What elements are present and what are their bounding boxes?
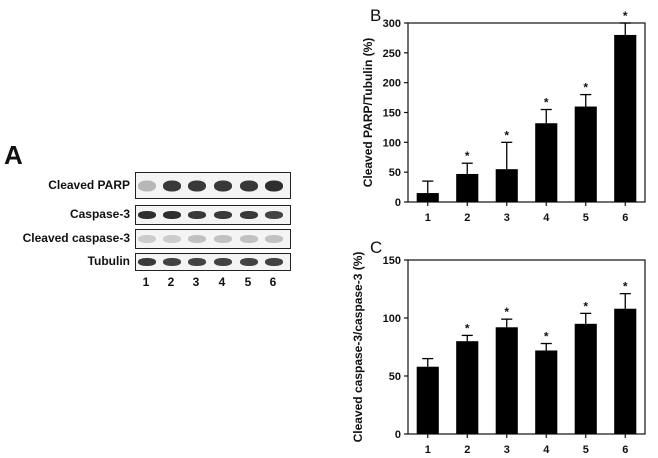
blot-band xyxy=(214,258,232,266)
y-tick-label: 150 xyxy=(383,108,401,120)
blot-band xyxy=(138,235,156,243)
y-tick-label: 300 xyxy=(383,18,401,30)
blot-band xyxy=(265,211,283,219)
significance-marker: * xyxy=(623,280,628,294)
x-tick-label: 5 xyxy=(583,212,589,224)
blot-band xyxy=(265,235,283,243)
bar xyxy=(535,350,558,434)
y-tick-label: 150 xyxy=(383,255,401,267)
blot-band xyxy=(265,258,283,266)
x-tick-label: 4 xyxy=(543,212,550,224)
significance-marker: * xyxy=(544,96,549,110)
bar xyxy=(614,34,637,202)
blot-band xyxy=(240,235,258,243)
blot-band xyxy=(163,180,181,191)
blot-band xyxy=(188,211,206,219)
x-tick-label: 1 xyxy=(425,444,431,456)
blot-band xyxy=(214,180,232,191)
bar xyxy=(456,173,479,202)
blot-band xyxy=(188,258,206,266)
plot-frame xyxy=(407,259,646,435)
blot-band xyxy=(163,211,181,219)
x-tick-label: 6 xyxy=(622,444,628,456)
blot-band xyxy=(188,180,206,191)
y-tick-label: 250 xyxy=(383,48,401,60)
panel-c-letter: C xyxy=(370,238,383,257)
blot-lane-label: 4 xyxy=(218,275,226,289)
y-tick-label: 0 xyxy=(395,197,401,209)
bar xyxy=(456,341,479,434)
x-tick-label: 3 xyxy=(504,212,510,224)
blot-band xyxy=(240,180,258,191)
y-tick-label: 200 xyxy=(383,78,401,90)
significance-marker: * xyxy=(583,81,588,95)
blot-lane-label: 5 xyxy=(244,275,252,289)
blot-row-label: Cleaved PARP xyxy=(48,177,130,192)
blot-band xyxy=(265,180,283,191)
significance-marker: * xyxy=(465,321,470,335)
significance-marker: * xyxy=(504,128,509,142)
blot-row-label: Cleaved caspase-3 xyxy=(22,231,130,245)
x-tick-label: 1 xyxy=(425,212,431,224)
bar xyxy=(574,106,597,202)
y-tick-label: 0 xyxy=(395,429,401,441)
bar xyxy=(574,323,597,434)
y-tick-label: 100 xyxy=(383,137,401,149)
blot-band xyxy=(188,235,206,243)
x-tick-label: 5 xyxy=(583,444,589,456)
significance-marker: * xyxy=(465,149,470,163)
blot-strip xyxy=(135,253,291,271)
y-tick-label: 50 xyxy=(389,371,401,383)
blot-lane-label: 1 xyxy=(142,275,150,289)
blot-band xyxy=(240,258,258,266)
blot-band xyxy=(163,258,181,266)
y-tick-label: 50 xyxy=(389,167,401,179)
blot-band xyxy=(138,211,156,219)
bar xyxy=(416,366,439,434)
blot-strip xyxy=(135,229,291,249)
blot-lane-label: 2 xyxy=(167,275,175,289)
blot-band xyxy=(163,235,181,243)
panel-a-letter: A xyxy=(4,140,23,170)
x-tick-label: 2 xyxy=(464,444,470,456)
significance-marker: * xyxy=(544,330,549,344)
x-tick-label: 3 xyxy=(504,444,510,456)
significance-marker: * xyxy=(504,305,509,319)
blot-band xyxy=(138,180,156,191)
y-axis-label: Cleaved PARP/Tubulin (%) xyxy=(361,38,375,188)
blot-band xyxy=(214,235,232,243)
bar xyxy=(535,123,558,202)
bar xyxy=(416,193,439,202)
x-tick-label: 2 xyxy=(464,212,470,224)
panel-b-letter: B xyxy=(370,6,382,25)
x-tick-label: 4 xyxy=(543,444,550,456)
blot-lane-label: 3 xyxy=(192,275,200,289)
x-tick-label: 6 xyxy=(622,212,628,224)
blot-strip xyxy=(135,172,291,199)
blot-band xyxy=(138,258,156,266)
y-tick-label: 100 xyxy=(383,313,401,325)
blot-band xyxy=(240,211,258,219)
blot-row-label: Caspase-3 xyxy=(69,207,130,221)
bar xyxy=(614,308,637,434)
blot-lane-label: 6 xyxy=(269,275,277,289)
blot-band xyxy=(214,211,232,219)
bar xyxy=(495,327,518,434)
blot-strip xyxy=(135,205,291,225)
blot-row-label: Tubulin xyxy=(87,254,130,268)
significance-marker: * xyxy=(623,9,628,23)
significance-marker: * xyxy=(583,299,588,313)
y-axis-label: Cleaved caspase-3/caspase-3 (%) xyxy=(351,252,365,443)
bar xyxy=(495,169,518,202)
